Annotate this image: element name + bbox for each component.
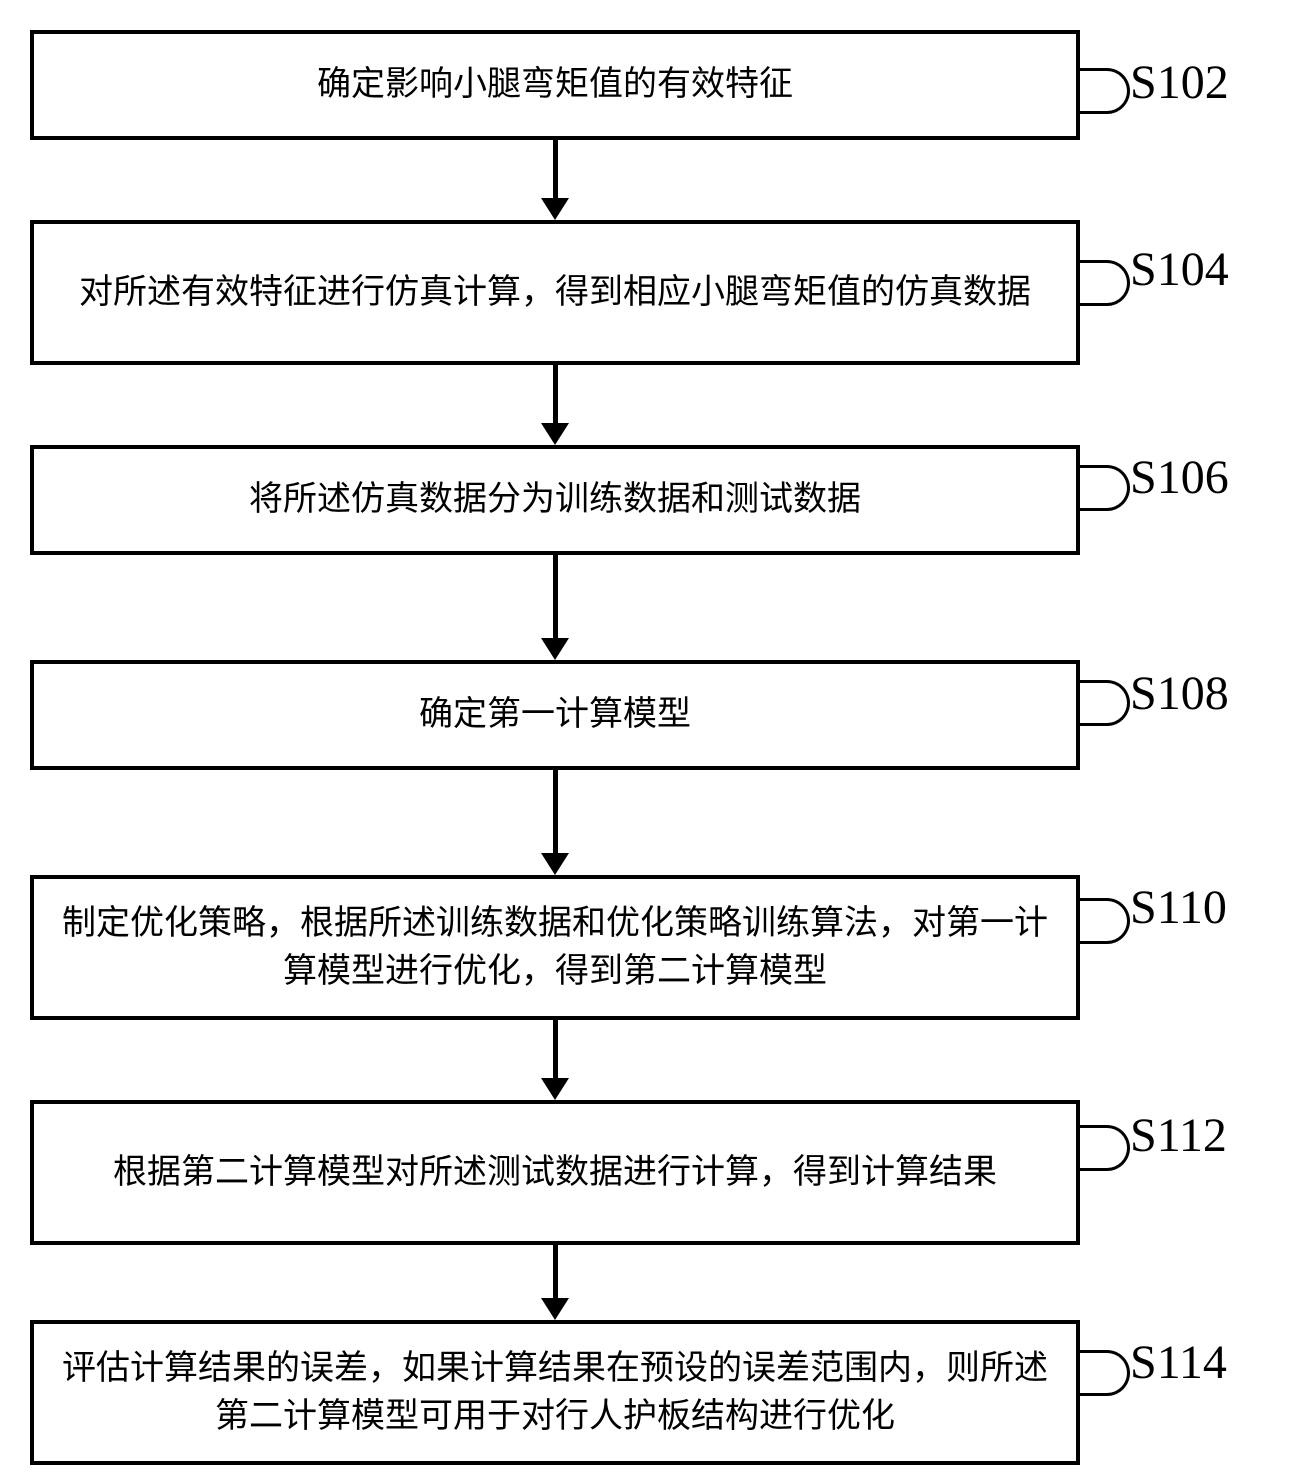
- label-text: S102: [1130, 55, 1229, 110]
- step-label-s114: S114: [1130, 1335, 1227, 1390]
- connector-s108: [1080, 680, 1130, 726]
- node-text: 评估计算结果的误差，如果计算结果在预设的误差范围内，则所述第二计算模型可用于对行…: [54, 1345, 1056, 1440]
- arrow-s102-s104: [30, 140, 1080, 220]
- node-text: 制定优化策略，根据所述训练数据和优化策略训练算法，对第一计算模型进行优化，得到第…: [54, 900, 1056, 995]
- node-text: 将所述仿真数据分为训练数据和测试数据: [249, 476, 861, 524]
- connector-s106: [1080, 465, 1130, 511]
- label-text: S106: [1130, 450, 1229, 505]
- node-text: 对所述有效特征进行仿真计算，得到相应小腿弯矩值的仿真数据: [79, 269, 1031, 317]
- step-label-s110: S110: [1130, 880, 1227, 935]
- arrow-s110-s112: [30, 1020, 1080, 1100]
- flowchart-container: 确定影响小腿弯矩值的有效特征 对所述有效特征进行仿真计算，得到相应小腿弯矩值的仿…: [30, 30, 1080, 1465]
- node-text: 根据第二计算模型对所述测试数据进行计算，得到计算结果: [113, 1149, 997, 1197]
- arrow-s112-s114: [30, 1245, 1080, 1320]
- flowchart-node-s106: 将所述仿真数据分为训练数据和测试数据: [30, 445, 1080, 555]
- step-label-s104: S104: [1130, 242, 1229, 297]
- node-text: 确定第一计算模型: [419, 691, 691, 739]
- flowchart-node-s102: 确定影响小腿弯矩值的有效特征: [30, 30, 1080, 140]
- label-text: S110: [1130, 880, 1227, 935]
- connector-s114: [1080, 1350, 1130, 1396]
- flowchart-node-s104: 对所述有效特征进行仿真计算，得到相应小腿弯矩值的仿真数据: [30, 220, 1080, 365]
- step-label-s106: S106: [1130, 450, 1229, 505]
- step-label-s112: S112: [1130, 1108, 1227, 1163]
- label-text: S104: [1130, 242, 1229, 297]
- label-text: S114: [1130, 1335, 1227, 1390]
- connector-s110: [1080, 898, 1130, 944]
- label-text: S108: [1130, 666, 1229, 721]
- flowchart-node-s108: 确定第一计算模型: [30, 660, 1080, 770]
- step-label-s102: S102: [1130, 55, 1229, 110]
- flowchart-node-s110: 制定优化策略，根据所述训练数据和优化策略训练算法，对第一计算模型进行优化，得到第…: [30, 875, 1080, 1020]
- step-label-s108: S108: [1130, 666, 1229, 721]
- arrow-s106-s108: [30, 555, 1080, 660]
- connector-s102: [1080, 68, 1130, 114]
- flowchart-node-s112: 根据第二计算模型对所述测试数据进行计算，得到计算结果: [30, 1100, 1080, 1245]
- arrow-s104-s106: [30, 365, 1080, 445]
- connector-s112: [1080, 1125, 1130, 1171]
- connector-s104: [1080, 260, 1130, 306]
- flowchart-node-s114: 评估计算结果的误差，如果计算结果在预设的误差范围内，则所述第二计算模型可用于对行…: [30, 1320, 1080, 1465]
- label-text: S112: [1130, 1108, 1227, 1163]
- node-text: 确定影响小腿弯矩值的有效特征: [317, 61, 793, 109]
- arrow-s108-s110: [30, 770, 1080, 875]
